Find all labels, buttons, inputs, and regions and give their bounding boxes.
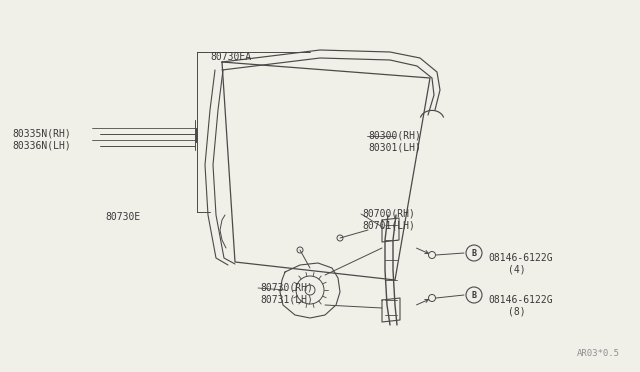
- Text: 08146-6122G: 08146-6122G: [488, 253, 552, 263]
- Text: 80730(RH): 80730(RH): [260, 282, 313, 292]
- Text: (8): (8): [508, 307, 525, 317]
- Text: B: B: [472, 291, 477, 299]
- Text: 80335N(RH): 80335N(RH): [12, 128, 71, 138]
- Text: 80701(LH): 80701(LH): [362, 220, 415, 230]
- Text: 80301(LH): 80301(LH): [368, 142, 421, 152]
- Text: 80730EA: 80730EA: [210, 52, 251, 62]
- Text: 80731(LH): 80731(LH): [260, 294, 313, 304]
- Text: AR03*0.5: AR03*0.5: [577, 349, 620, 358]
- Text: 80730E: 80730E: [105, 212, 140, 222]
- Text: 08146-6122G: 08146-6122G: [488, 295, 552, 305]
- Text: 80700(RH): 80700(RH): [362, 208, 415, 218]
- Text: (4): (4): [508, 265, 525, 275]
- Text: 80300(RH): 80300(RH): [368, 130, 421, 140]
- Text: B: B: [472, 248, 477, 257]
- Text: 80336N(LH): 80336N(LH): [12, 140, 71, 150]
